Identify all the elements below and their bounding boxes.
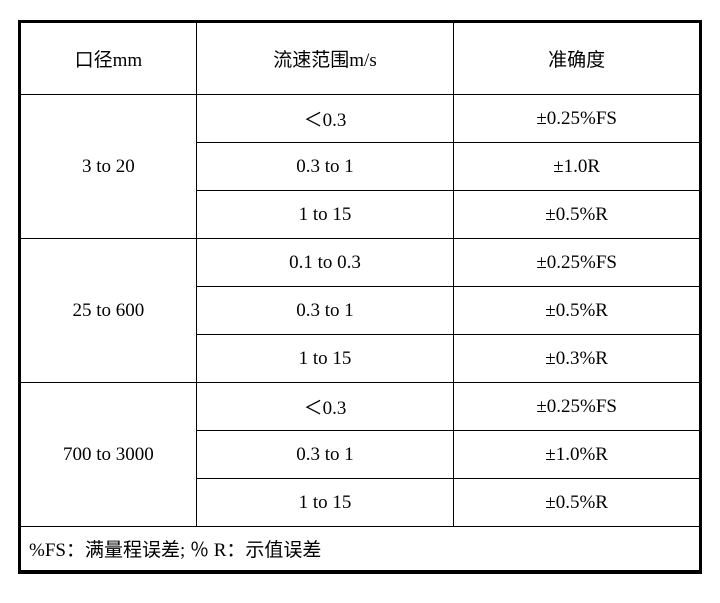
cell-accuracy: ±0.25%FS [454,239,700,287]
cell-accuracy: ±1.0%R [454,431,700,479]
cell-velocity: 0.1 to 0.3 [196,239,454,287]
cell-diameter: 3 to 20 [21,95,197,239]
header-accuracy: 准确度 [454,23,700,95]
cell-velocity: 1 to 15 [196,479,454,527]
cell-velocity: 0.3 to 1 [196,431,454,479]
accuracy-table: 口径mm 流速范围m/s 准确度 3 to 20 ＜0.3 ±0.25%FS 0… [20,22,700,571]
cell-accuracy: ±0.5%R [454,479,700,527]
table-row: 25 to 600 0.1 to 0.3 ±0.25%FS [21,239,700,287]
cell-accuracy: ±0.25%FS [454,95,700,143]
table-header-row: 口径mm 流速范围m/s 准确度 [21,23,700,95]
table-row: 700 to 3000 ＜0.3 ±0.25%FS [21,383,700,431]
header-diameter: 口径mm [21,23,197,95]
cell-velocity: 1 to 15 [196,335,454,383]
header-velocity: 流速范围m/s [196,23,454,95]
cell-accuracy: ±0.25%FS [454,383,700,431]
cell-diameter: 25 to 600 [21,239,197,383]
cell-accuracy: ±1.0R [454,143,700,191]
cell-velocity: 0.3 to 1 [196,143,454,191]
cell-velocity: 0.3 to 1 [196,287,454,335]
cell-velocity: 1 to 15 [196,191,454,239]
table-footer-row: %FS：满量程误差; ％ R：示值误差 [21,527,700,571]
footer-note: %FS：满量程误差; ％ R：示值误差 [21,527,700,571]
cell-velocity: ＜0.3 [196,95,454,143]
accuracy-table-container: 口径mm 流速范围m/s 准确度 3 to 20 ＜0.3 ±0.25%FS 0… [18,20,702,574]
table-row: 3 to 20 ＜0.3 ±0.25%FS [21,95,700,143]
cell-accuracy: ±0.5%R [454,287,700,335]
cell-velocity: ＜0.3 [196,383,454,431]
cell-diameter: 700 to 3000 [21,383,197,527]
cell-accuracy: ±0.5%R [454,191,700,239]
cell-accuracy: ±0.3%R [454,335,700,383]
